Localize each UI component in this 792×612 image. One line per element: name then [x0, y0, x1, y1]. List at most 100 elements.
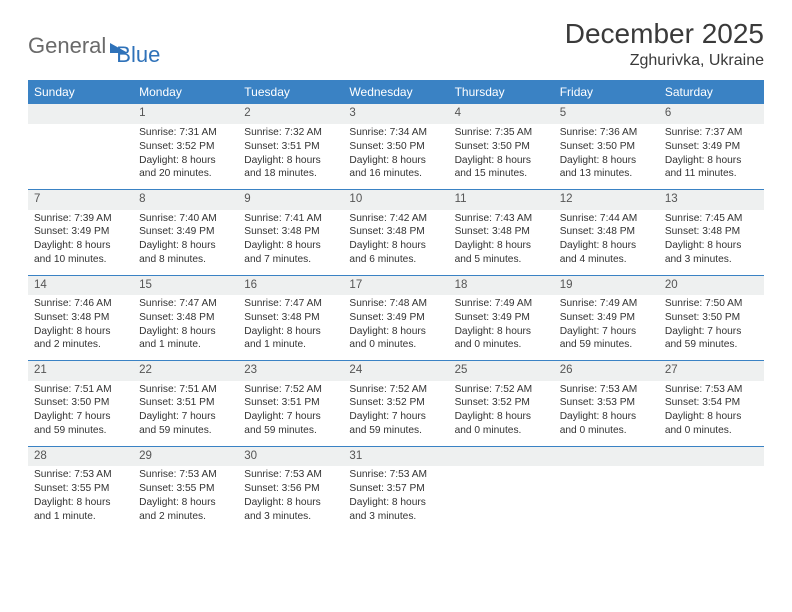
- empty-detail-cell: [659, 466, 764, 531]
- day-number-cell: 25: [449, 361, 554, 381]
- day-number-cell: 27: [659, 361, 764, 381]
- brand-text-blue: Blue: [116, 24, 160, 68]
- sunset-line: Sunset: 3:52 PM: [455, 396, 548, 410]
- sunrise-line: Sunrise: 7:52 AM: [455, 383, 548, 397]
- day-detail-cell: Sunrise: 7:39 AMSunset: 3:49 PMDaylight:…: [28, 210, 133, 275]
- daylight-line: Daylight: 7 hours and 59 minutes.: [349, 410, 442, 438]
- day-detail-cell: Sunrise: 7:47 AMSunset: 3:48 PMDaylight:…: [238, 295, 343, 360]
- sunset-line: Sunset: 3:54 PM: [665, 396, 758, 410]
- sunset-line: Sunset: 3:48 PM: [560, 225, 653, 239]
- sunrise-line: Sunrise: 7:49 AM: [455, 297, 548, 311]
- sunset-line: Sunset: 3:50 PM: [665, 311, 758, 325]
- day-number-cell: 13: [659, 190, 764, 210]
- day-detail-cell: Sunrise: 7:48 AMSunset: 3:49 PMDaylight:…: [343, 295, 448, 360]
- sunset-line: Sunset: 3:49 PM: [665, 140, 758, 154]
- day-number-cell: 8: [133, 190, 238, 210]
- sunset-line: Sunset: 3:49 PM: [349, 311, 442, 325]
- title-block: December 2025 Zghurivka, Ukraine: [565, 18, 764, 70]
- week-daynum-row: 78910111213: [28, 190, 764, 210]
- sunrise-line: Sunrise: 7:47 AM: [139, 297, 232, 311]
- sunset-line: Sunset: 3:48 PM: [244, 311, 337, 325]
- sunrise-line: Sunrise: 7:53 AM: [244, 468, 337, 482]
- day-number-cell: 5: [554, 104, 659, 124]
- day-detail-cell: Sunrise: 7:51 AMSunset: 3:51 PMDaylight:…: [133, 381, 238, 446]
- day-detail-cell: Sunrise: 7:36 AMSunset: 3:50 PMDaylight:…: [554, 124, 659, 189]
- sunset-line: Sunset: 3:48 PM: [34, 311, 127, 325]
- week-daynum-row: 28293031: [28, 446, 764, 466]
- day-detail-cell: Sunrise: 7:34 AMSunset: 3:50 PMDaylight:…: [343, 124, 448, 189]
- day-number-cell: 12: [554, 190, 659, 210]
- day-number-cell: 2: [238, 104, 343, 124]
- daylight-line: Daylight: 8 hours and 18 minutes.: [244, 154, 337, 182]
- day-detail-cell: Sunrise: 7:40 AMSunset: 3:49 PMDaylight:…: [133, 210, 238, 275]
- sunrise-line: Sunrise: 7:45 AM: [665, 212, 758, 226]
- empty-day-number-cell: [449, 446, 554, 466]
- day-header: Wednesday: [343, 80, 448, 104]
- day-number-cell: 26: [554, 361, 659, 381]
- day-detail-cell: Sunrise: 7:53 AMSunset: 3:56 PMDaylight:…: [238, 466, 343, 531]
- day-header: Tuesday: [238, 80, 343, 104]
- day-detail-cell: Sunrise: 7:46 AMSunset: 3:48 PMDaylight:…: [28, 295, 133, 360]
- daylight-line: Daylight: 8 hours and 6 minutes.: [349, 239, 442, 267]
- sunset-line: Sunset: 3:48 PM: [244, 225, 337, 239]
- sunset-line: Sunset: 3:50 PM: [34, 396, 127, 410]
- day-header: Monday: [133, 80, 238, 104]
- month-title: December 2025: [565, 18, 764, 50]
- sunset-line: Sunset: 3:51 PM: [139, 396, 232, 410]
- calendar-head: SundayMondayTuesdayWednesdayThursdayFrid…: [28, 80, 764, 104]
- brand-text-general: General: [28, 33, 106, 59]
- empty-day-number-cell: [554, 446, 659, 466]
- sunset-line: Sunset: 3:48 PM: [455, 225, 548, 239]
- sunrise-line: Sunrise: 7:52 AM: [349, 383, 442, 397]
- week-detail-row: Sunrise: 7:51 AMSunset: 3:50 PMDaylight:…: [28, 381, 764, 446]
- sunset-line: Sunset: 3:49 PM: [560, 311, 653, 325]
- sunrise-line: Sunrise: 7:32 AM: [244, 126, 337, 140]
- week-detail-row: Sunrise: 7:39 AMSunset: 3:49 PMDaylight:…: [28, 210, 764, 275]
- sunrise-line: Sunrise: 7:50 AM: [665, 297, 758, 311]
- week-detail-row: Sunrise: 7:31 AMSunset: 3:52 PMDaylight:…: [28, 124, 764, 189]
- day-detail-cell: Sunrise: 7:49 AMSunset: 3:49 PMDaylight:…: [449, 295, 554, 360]
- day-number-cell: 29: [133, 446, 238, 466]
- daylight-line: Daylight: 8 hours and 3 minutes.: [349, 496, 442, 524]
- daylight-line: Daylight: 8 hours and 13 minutes.: [560, 154, 653, 182]
- day-detail-cell: Sunrise: 7:41 AMSunset: 3:48 PMDaylight:…: [238, 210, 343, 275]
- sunrise-line: Sunrise: 7:53 AM: [560, 383, 653, 397]
- daylight-line: Daylight: 8 hours and 2 minutes.: [139, 496, 232, 524]
- sunset-line: Sunset: 3:51 PM: [244, 396, 337, 410]
- brand-logo: General Blue: [28, 24, 160, 68]
- day-number-cell: 23: [238, 361, 343, 381]
- sunrise-line: Sunrise: 7:49 AM: [560, 297, 653, 311]
- week-daynum-row: 21222324252627: [28, 361, 764, 381]
- day-number-cell: 28: [28, 446, 133, 466]
- sunset-line: Sunset: 3:48 PM: [139, 311, 232, 325]
- sunrise-line: Sunrise: 7:39 AM: [34, 212, 127, 226]
- sunrise-line: Sunrise: 7:46 AM: [34, 297, 127, 311]
- week-daynum-row: 123456: [28, 104, 764, 124]
- daylight-line: Daylight: 8 hours and 4 minutes.: [560, 239, 653, 267]
- sunrise-line: Sunrise: 7:43 AM: [455, 212, 548, 226]
- day-detail-cell: Sunrise: 7:53 AMSunset: 3:54 PMDaylight:…: [659, 381, 764, 446]
- sunrise-line: Sunrise: 7:52 AM: [244, 383, 337, 397]
- day-number-cell: 16: [238, 275, 343, 295]
- sunset-line: Sunset: 3:50 PM: [560, 140, 653, 154]
- daylight-line: Daylight: 8 hours and 1 minute.: [244, 325, 337, 353]
- day-detail-cell: Sunrise: 7:42 AMSunset: 3:48 PMDaylight:…: [343, 210, 448, 275]
- sunset-line: Sunset: 3:52 PM: [139, 140, 232, 154]
- day-header: Thursday: [449, 80, 554, 104]
- week-detail-row: Sunrise: 7:53 AMSunset: 3:55 PMDaylight:…: [28, 466, 764, 531]
- sunset-line: Sunset: 3:57 PM: [349, 482, 442, 496]
- week-detail-row: Sunrise: 7:46 AMSunset: 3:48 PMDaylight:…: [28, 295, 764, 360]
- day-number-cell: 11: [449, 190, 554, 210]
- day-detail-cell: Sunrise: 7:31 AMSunset: 3:52 PMDaylight:…: [133, 124, 238, 189]
- day-number-cell: 19: [554, 275, 659, 295]
- sunrise-line: Sunrise: 7:53 AM: [139, 468, 232, 482]
- day-number-cell: 10: [343, 190, 448, 210]
- daylight-line: Daylight: 8 hours and 3 minutes.: [665, 239, 758, 267]
- location-text: Zghurivka, Ukraine: [565, 52, 764, 70]
- daylight-line: Daylight: 7 hours and 59 minutes.: [244, 410, 337, 438]
- sunrise-line: Sunrise: 7:37 AM: [665, 126, 758, 140]
- day-number-cell: 18: [449, 275, 554, 295]
- sunrise-line: Sunrise: 7:40 AM: [139, 212, 232, 226]
- day-detail-cell: Sunrise: 7:45 AMSunset: 3:48 PMDaylight:…: [659, 210, 764, 275]
- day-detail-cell: Sunrise: 7:49 AMSunset: 3:49 PMDaylight:…: [554, 295, 659, 360]
